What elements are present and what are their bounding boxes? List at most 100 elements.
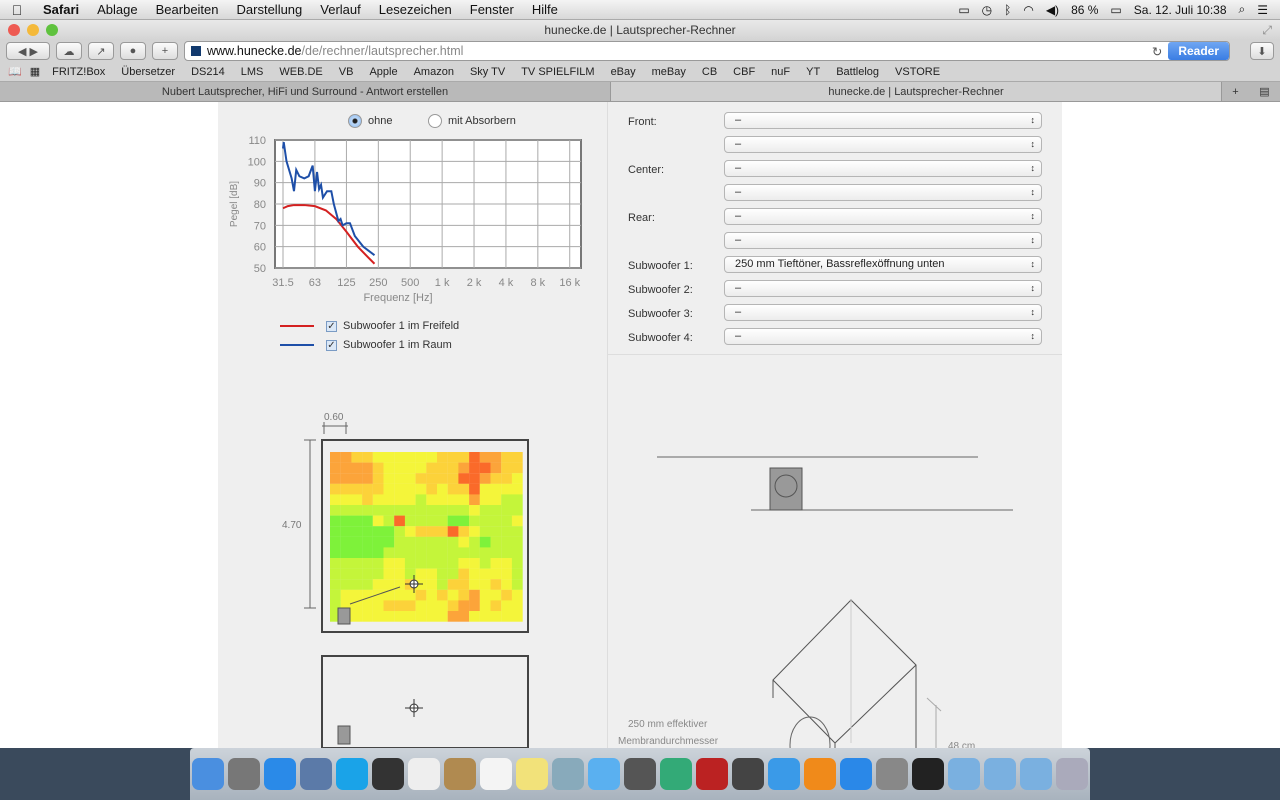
subwoofer-marker[interactable] (337, 607, 351, 625)
adblock-icon[interactable]: ● (120, 42, 146, 60)
airplay-icon[interactable]: ▭ (958, 2, 970, 17)
back-forward-button[interactable]: ◀ ▶ (6, 42, 50, 60)
address-bar[interactable]: www.hunecke.de/de/rechner/lautsprecher.h… (184, 41, 1230, 61)
bluetooth-icon[interactable]: ᛒ (1004, 2, 1012, 17)
radio-mit-absorbern[interactable]: mit Absorbern (428, 114, 516, 128)
menu-3[interactable]: Verlauf (320, 2, 361, 17)
menu-4[interactable]: Lesezeichen (378, 2, 452, 17)
icloud-tabs-icon[interactable]: ☁ (56, 42, 82, 60)
battery-percent[interactable]: 86 % (1071, 2, 1099, 17)
share-icon[interactable]: ↗ (88, 42, 114, 60)
speaker-select[interactable]: – (724, 304, 1042, 321)
wifi-icon[interactable]: ◠ (1023, 2, 1034, 17)
legend-freifeld[interactable]: ✓ Subwoofer 1 im Freifeld (280, 320, 459, 332)
facetime-icon[interactable] (624, 758, 656, 790)
system-preferences-icon[interactable] (876, 758, 908, 790)
menu-0[interactable]: Ablage (97, 2, 138, 17)
menu-1[interactable]: Bearbeiten (155, 2, 219, 17)
bookmark-item[interactable]: Übersetzer (121, 65, 176, 78)
imovie-icon[interactable] (732, 758, 764, 790)
add-tab-button[interactable]: + (1232, 86, 1239, 98)
bookmark-item[interactable]: CBF (733, 65, 756, 78)
notes-icon[interactable] (516, 758, 548, 790)
apple-icon[interactable]:  (0, 2, 34, 18)
menu-6[interactable]: Hilfe (531, 2, 558, 17)
bookmark-item[interactable]: Amazon (413, 65, 454, 78)
bookmark-item[interactable]: nuF (771, 65, 791, 78)
top-sites-icon[interactable]: ▦ (29, 66, 41, 78)
iphoto-icon[interactable] (660, 758, 692, 790)
bookmark-item[interactable]: TV SPIELFILM (521, 65, 595, 78)
bookmark-item[interactable]: VB (338, 65, 354, 78)
photo-booth-icon[interactable] (696, 758, 728, 790)
reading-list-icon[interactable]: 📖 (8, 66, 22, 78)
checkbox-freifeld[interactable]: ✓ (326, 320, 337, 332)
ibooks-icon[interactable] (804, 758, 836, 790)
bookmark-item[interactable]: LMS (240, 65, 264, 78)
bookmark-item[interactable]: VSTORE (895, 65, 941, 78)
bookmark-item[interactable]: Apple (369, 65, 398, 78)
speaker-select[interactable]: – (724, 328, 1042, 345)
legend-raum[interactable]: ✓ Subwoofer 1 im Raum (280, 339, 452, 351)
zoom-button[interactable] (46, 24, 58, 36)
heatmap-cell (404, 526, 416, 537)
itunes-icon[interactable] (768, 758, 800, 790)
downloads-icon[interactable]: ⬇ (1250, 42, 1274, 60)
menu-2[interactable]: Darstellung (236, 2, 303, 17)
time-machine-icon[interactable]: ◷ (981, 2, 993, 17)
bookmark-item[interactable]: CB (701, 65, 718, 78)
speaker-select[interactable]: – (724, 232, 1042, 249)
heatmap-cell (490, 589, 502, 601)
activity-monitor-icon[interactable] (912, 758, 944, 790)
steam-icon[interactable] (372, 758, 404, 790)
spotlight-icon[interactable]: ⌕ (1238, 2, 1246, 16)
finder-icon[interactable] (192, 758, 224, 790)
menu-5[interactable]: Fenster (469, 2, 514, 17)
bookmark-item[interactable]: meBay (651, 65, 686, 78)
documents-folder-icon[interactable] (984, 758, 1016, 790)
bookmark-item[interactable]: eBay (610, 65, 636, 78)
messages-icon[interactable] (588, 758, 620, 790)
speaker-select[interactable]: – (724, 136, 1042, 153)
bookmark-item[interactable]: Battlelog (836, 65, 880, 78)
minimize-button[interactable] (27, 24, 39, 36)
radio-ohne[interactable]: ohne (348, 114, 392, 128)
trash-icon[interactable] (1056, 758, 1088, 790)
skype-icon[interactable] (336, 758, 368, 790)
document-icon[interactable] (408, 758, 440, 790)
speaker-select[interactable]: – (724, 112, 1042, 129)
downloads-folder-icon[interactable] (1020, 758, 1052, 790)
applications-folder-icon[interactable] (948, 758, 980, 790)
preview-2-icon[interactable] (552, 758, 584, 790)
menu-app[interactable]: Safari (43, 2, 80, 17)
speaker-select[interactable]: – (724, 280, 1042, 297)
launchpad-icon[interactable] (228, 758, 260, 790)
volume-icon[interactable]: ◀) (1045, 2, 1060, 17)
speaker-select[interactable]: – (724, 184, 1042, 201)
calendar-icon[interactable] (480, 758, 512, 790)
new-tab-button[interactable]: + (152, 42, 178, 60)
bookmark-item[interactable]: FRITZ!Box (52, 65, 106, 78)
contacts-icon[interactable] (444, 758, 476, 790)
reader-button[interactable]: Reader (1168, 42, 1229, 60)
reload-icon[interactable]: ↻ (1151, 44, 1163, 59)
preview-icon[interactable] (300, 758, 332, 790)
checkbox-raum[interactable]: ✓ (326, 339, 337, 351)
tab[interactable]: Nubert Lautsprecher, HiFi und Surround -… (0, 82, 611, 101)
heatmap-cell (383, 558, 395, 569)
bookmark-item[interactable]: WEB.DE (279, 65, 323, 78)
app-store-icon[interactable] (840, 758, 872, 790)
close-button[interactable] (8, 24, 20, 36)
bookmark-item[interactable]: YT (806, 65, 821, 78)
speaker-select[interactable]: 250 mm Tieftöner, Bassreflexöffnung unte… (724, 256, 1042, 273)
safari-icon[interactable] (264, 758, 296, 790)
bookmark-item[interactable]: DS214 (191, 65, 225, 78)
clock[interactable]: Sa. 12. Juli 10:38 (1133, 2, 1227, 17)
tab[interactable]: hunecke.de | Lautsprecher-Rechner (611, 82, 1222, 101)
fullscreen-icon[interactable]: ⤢ (1262, 23, 1272, 37)
notification-center-icon[interactable]: ☰ (1257, 2, 1268, 17)
bookmark-item[interactable]: Sky TV (469, 65, 506, 78)
speaker-select[interactable]: – (724, 160, 1042, 177)
speaker-select[interactable]: – (724, 208, 1042, 225)
tab-overview-icon[interactable]: ▤ (1259, 86, 1270, 98)
